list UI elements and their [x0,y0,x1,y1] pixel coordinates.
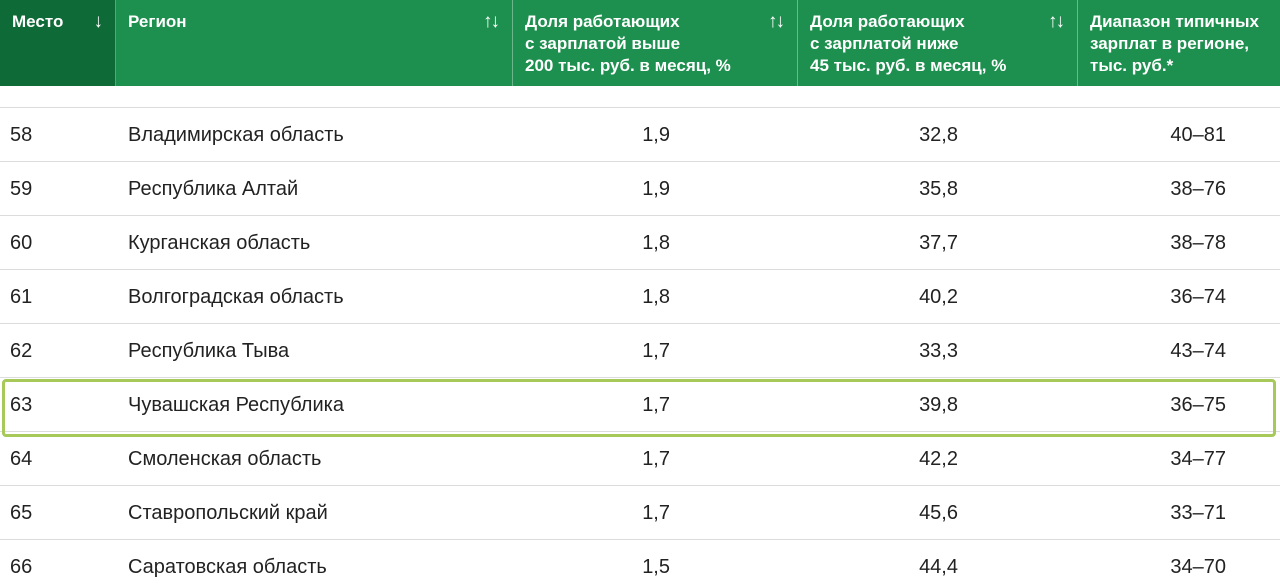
typical-range-cell: 38–78 [1170,231,1226,254]
share-above-200-cell: 1,7 [642,339,670,362]
typical-range-cell: 34–70 [1170,555,1226,578]
typical-range-cell: 38–76 [1170,177,1226,200]
typical-range-cell: 34–77 [1170,447,1226,470]
table-row[interactable]: 61 Волгоградская область 1,8 40,2 36–74 [0,270,1280,324]
table-row[interactable]: 64 Смоленская область 1,7 42,2 34–77 [0,432,1280,486]
share-above-200-cell: 1,9 [642,123,670,146]
table-row-highlighted[interactable]: 63 Чувашская Республика 1,7 39,8 36–75 [0,378,1280,437]
table-row[interactable]: 66 Саратовская область 1,5 44,4 34–70 [0,540,1280,586]
region-cell: Ставропольский край [128,501,328,524]
rank-cell: 63 [10,393,33,416]
rank-cell: 66 [10,555,33,578]
share-below-45-cell: 39,8 [919,393,958,416]
column-header-share-below-45[interactable]: Доля работающих с зарплатой ниже 45 тыс.… [798,0,1078,86]
share-below-45-cell: 40,2 [919,285,958,308]
share-above-200-cell: 1,5 [642,555,670,578]
column-header-region[interactable]: Регион ↑↓ [116,0,513,86]
share-below-45-cell: 37,7 [919,231,958,254]
column-header-label: Место [12,12,64,31]
share-below-45-cell: 44,4 [919,555,958,578]
table-header: Место ↓ Регион ↑↓ Доля работающих с зарп… [0,0,1280,86]
region-cell: Республика Алтай [128,177,299,200]
sort-toggle-icon[interactable]: ↑↓ [1048,11,1065,32]
rank-cell: 60 [10,231,33,254]
table-row-partial [0,86,1280,108]
sort-toggle-icon[interactable]: ↑↓ [483,11,500,32]
share-above-200-cell: 1,7 [642,501,670,524]
share-above-200-cell: 1,9 [642,177,670,200]
region-cell: Смоленская область [128,447,322,470]
table-body: 58 Владимирская область 1,9 32,8 40–81 59 Респ… [0,108,1280,586]
share-below-45-cell: 32,8 [919,123,958,146]
typical-range-cell: 36–74 [1170,285,1226,308]
table-row[interactable]: 59 Республика Алтай 1,9 35,8 38–76 [0,162,1280,216]
typical-range-cell: 33–71 [1170,501,1226,524]
rank-cell: 65 [10,501,33,524]
share-below-45-cell: 35,8 [919,177,958,200]
column-header-label: Доля работающих с зарплатой ниже 45 тыс.… [810,12,1007,75]
region-cell: Саратовская область [128,555,327,578]
region-cell: Владимирская область [128,123,344,146]
column-header-share-above-200[interactable]: Доля работающих с зарплатой выше 200 тыс… [513,0,798,86]
share-above-200-cell: 1,7 [642,393,670,416]
region-cell: Республика Тыва [128,339,290,362]
share-above-200-cell: 1,7 [642,447,670,470]
column-header-label: Регион [128,12,187,31]
table-row[interactable]: 58 Владимирская область 1,9 32,8 40–81 [0,108,1280,162]
sort-desc-icon[interactable]: ↓ [93,11,103,32]
rank-cell: 62 [10,339,33,362]
table-row[interactable]: 60 Курганская область 1,8 37,7 38–78 [0,216,1280,270]
column-header-typical-range: Диапазон типичных зарплат в регионе, тыс… [1078,0,1280,86]
share-above-200-cell: 1,8 [642,285,670,308]
column-header-label: Доля работающих с зарплатой выше 200 тыс… [525,12,731,75]
typical-range-cell: 36–75 [1170,393,1226,416]
share-below-45-cell: 45,6 [919,501,958,524]
rank-cell: 58 [10,123,33,146]
region-cell: Чувашская Республика [128,393,344,416]
typical-range-cell: 43–74 [1170,339,1226,362]
share-below-45-cell: 42,2 [919,447,958,470]
typical-range-cell: 40–81 [1170,123,1226,146]
column-header-label: Диапазон типичных зарплат в регионе, тыс… [1090,12,1259,75]
sort-toggle-icon[interactable]: ↑↓ [768,11,785,32]
region-cell: Волгоградская область [128,285,344,308]
region-cell: Курганская область [128,231,311,254]
rank-cell: 64 [10,447,33,470]
column-header-rank[interactable]: Место ↓ [0,0,116,86]
rank-cell: 61 [10,285,33,308]
share-above-200-cell: 1,8 [642,231,670,254]
share-below-45-cell: 33,3 [919,339,958,362]
rank-cell: 59 [10,177,33,200]
table-row[interactable]: 62 Республика Тыва 1,7 33,3 43–74 [0,324,1280,378]
table-row[interactable]: 65 Ставропольский край 1,7 45,6 33–71 [0,486,1280,540]
